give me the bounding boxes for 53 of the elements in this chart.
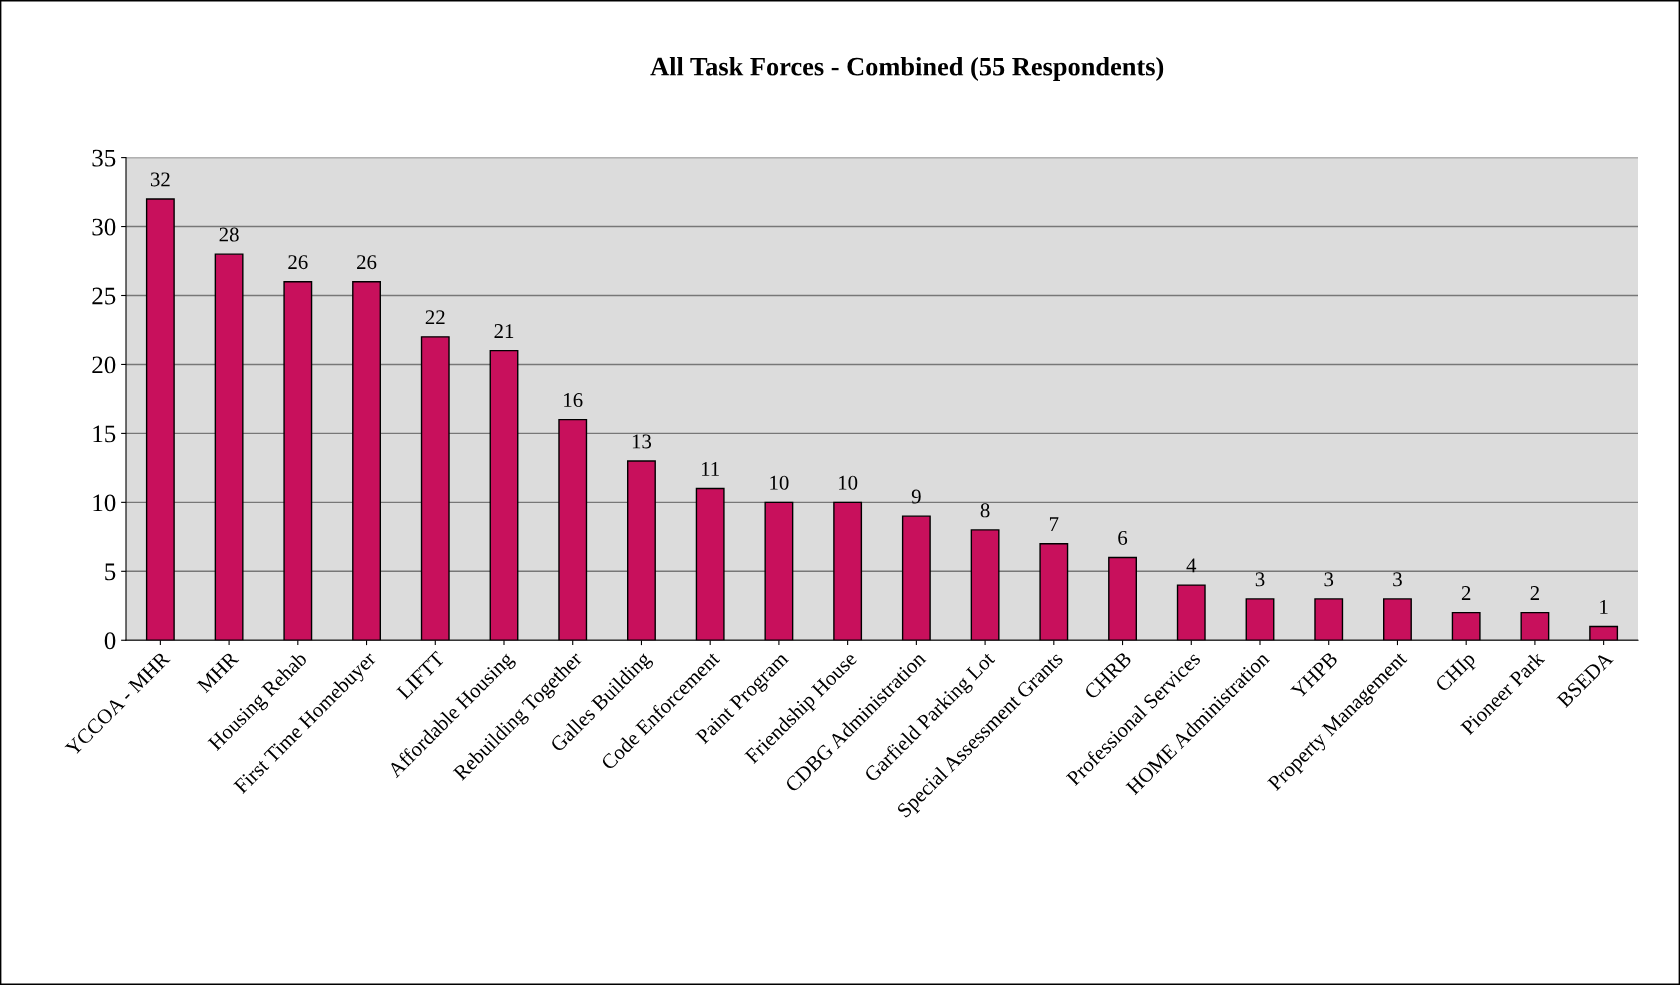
bar <box>1589 625 1619 641</box>
bar <box>214 253 244 641</box>
bar <box>764 501 794 641</box>
bar <box>970 529 1000 641</box>
data-label: 10 <box>839 475 858 490</box>
bar <box>283 281 313 641</box>
bar <box>489 349 519 641</box>
bar <box>1176 584 1206 641</box>
bar <box>558 418 588 641</box>
y-tick-label: 25 <box>92 287 116 305</box>
data-label: 21 <box>494 324 514 338</box>
data-label: 13 <box>632 434 652 449</box>
data-label: 3 <box>1255 572 1265 587</box>
bar <box>1520 611 1550 641</box>
data-label: 9 <box>911 489 921 504</box>
y-tick-label: 5 <box>105 563 116 581</box>
data-label: 3 <box>1324 572 1334 587</box>
data-label: 7 <box>1049 517 1059 531</box>
bar <box>420 336 450 641</box>
data-label: 2 <box>1530 586 1539 600</box>
y-tick-label: 20 <box>92 356 116 374</box>
y-tick-label: 30 <box>92 218 116 236</box>
bar <box>145 198 175 641</box>
y-tick-label: 0 <box>104 632 116 650</box>
bar <box>352 281 381 641</box>
data-label: 4 <box>1186 558 1197 573</box>
bar <box>1451 611 1481 641</box>
data-label: 10 <box>770 475 789 490</box>
data-label: 1 <box>1600 599 1608 614</box>
data-label: 6 <box>1118 530 1128 545</box>
data-label: 26 <box>357 255 377 270</box>
data-label: 26 <box>288 255 308 270</box>
y-tick-label: 35 <box>92 149 116 167</box>
bar <box>1314 598 1344 641</box>
y-tick-label: 10 <box>93 494 116 512</box>
data-label: 8 <box>980 503 990 518</box>
data-label: 16 <box>564 393 583 408</box>
bar <box>1383 598 1412 641</box>
data-label: 22 <box>425 310 445 325</box>
data-label: 32 <box>150 172 170 187</box>
bar <box>695 487 725 641</box>
data-label: 28 <box>219 227 239 242</box>
bar <box>1039 543 1069 641</box>
y-tick-label: 15 <box>93 425 116 443</box>
bar <box>1108 556 1137 641</box>
data-label: 11 <box>701 462 719 476</box>
bar <box>901 515 931 641</box>
bar <box>627 460 656 641</box>
bar <box>833 501 863 641</box>
chart-title: All Task Forces - Combined (55 Respondents) <box>650 56 1164 81</box>
data-label: 3 <box>1393 572 1402 587</box>
data-label: 2 <box>1461 586 1471 600</box>
bar <box>1245 598 1275 641</box>
